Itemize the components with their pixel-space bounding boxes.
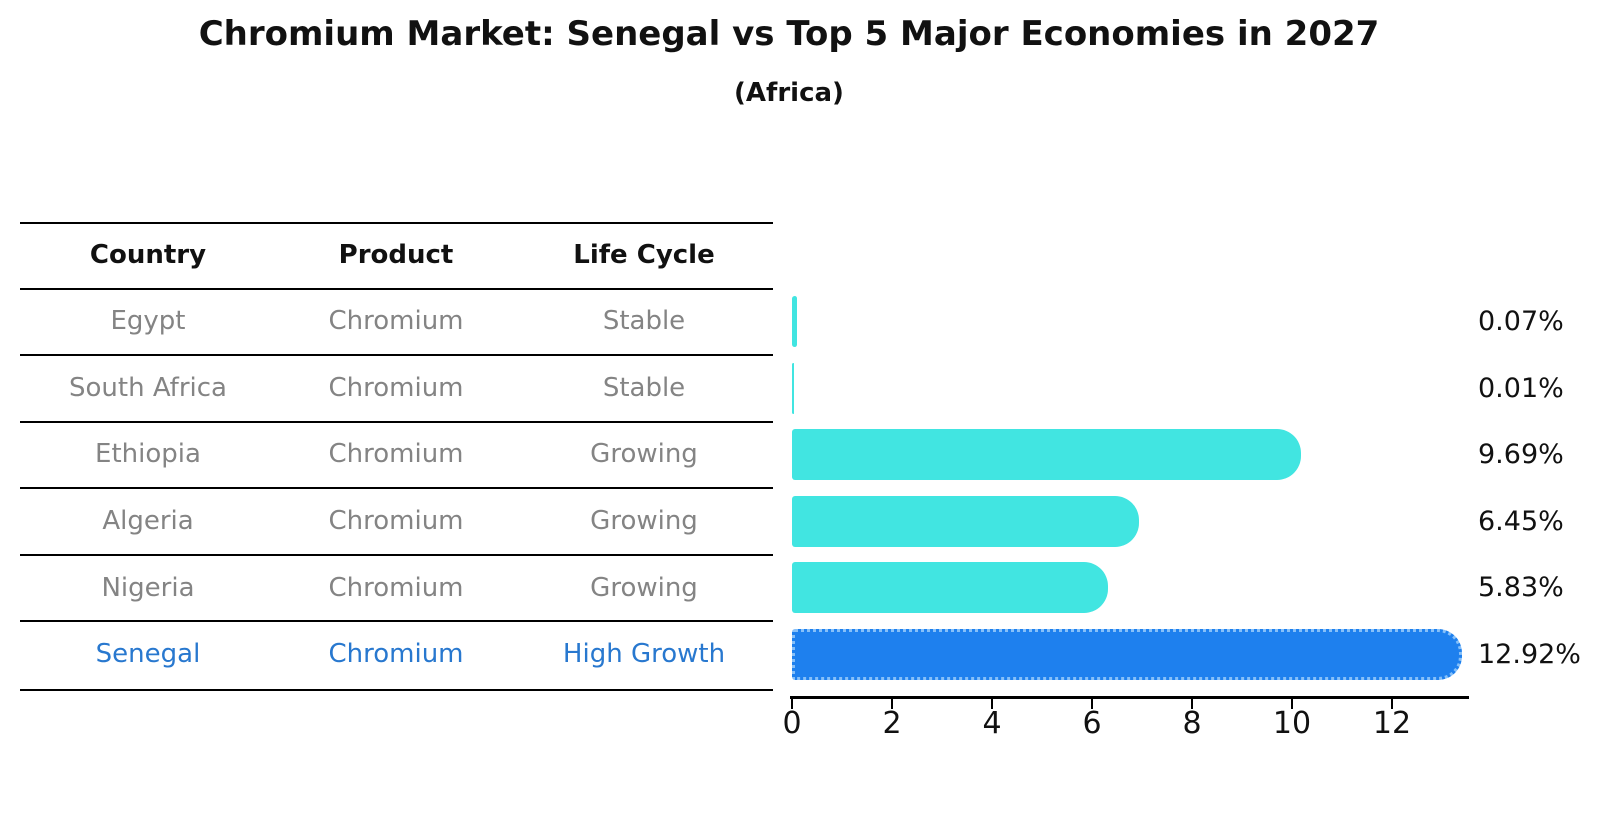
table-cell-product: Chromium	[328, 306, 464, 336]
table-row: Nigeria Chromium Growing	[20, 555, 772, 621]
table-cell-country: South Africa	[69, 373, 227, 403]
x-axis-tick-label: 12	[1372, 706, 1412, 741]
bar-value-label: 12.92%	[1478, 639, 1581, 670]
bar-value-label: 9.69%	[1478, 439, 1564, 470]
bar-value-label: 0.07%	[1478, 306, 1564, 337]
table-rule-line	[20, 421, 773, 423]
chart-title: Chromium Market: Senegal vs Top 5 Major …	[198, 14, 1380, 54]
bar-value-label: 6.45%	[1478, 506, 1564, 537]
table-cell-product: Chromium	[328, 439, 464, 469]
table-row: Egypt Chromium Stable	[20, 288, 772, 354]
table-row: Algeria Chromium Growing	[20, 488, 772, 554]
table-cell-country: Ethiopia	[95, 439, 201, 469]
x-axis-tick	[1391, 699, 1393, 709]
table-cell-country: Senegal	[95, 639, 201, 669]
table-cell-product: Chromium	[328, 639, 464, 669]
x-axis-tick-label: 2	[882, 706, 902, 741]
table-cell-life_cycle: Growing	[590, 439, 698, 469]
x-axis-tick-label: 6	[1082, 706, 1102, 741]
x-axis-tick	[791, 699, 793, 709]
table-header-cell: Country	[89, 240, 207, 270]
table-cell-country: Algeria	[102, 506, 194, 536]
table-rule-line	[20, 554, 773, 556]
table-cell-product: Chromium	[328, 373, 464, 403]
bar-ethiopia	[792, 429, 1301, 480]
table-row: Ethiopia Chromium Growing	[20, 421, 772, 487]
table-cell-life_cycle: Stable	[602, 373, 686, 403]
table-row: South Africa Chromium Stable	[20, 355, 772, 421]
x-axis-tick-label: 8	[1182, 706, 1202, 741]
table-cell-life_cycle: Growing	[590, 573, 698, 603]
table-cell-country: Nigeria	[101, 573, 195, 603]
table-cell-life_cycle: High Growth	[562, 639, 726, 669]
x-axis-tick	[1091, 699, 1093, 709]
table-row: Senegal Chromium High Growth	[20, 621, 772, 687]
table-rule-line	[20, 620, 773, 622]
table-cell-country: Egypt	[110, 306, 186, 336]
table-header-cell: Product	[338, 240, 454, 270]
x-axis-tick	[1291, 699, 1293, 709]
table-rule-line	[20, 288, 773, 290]
x-axis-tick-label: 10	[1272, 706, 1312, 741]
table-cell-life_cycle: Stable	[602, 306, 686, 336]
table-header-cell: Life Cycle	[573, 240, 715, 270]
bar-senegal	[792, 629, 1462, 680]
table-cell-product: Chromium	[328, 573, 464, 603]
chart-subtitle: (Africa)	[734, 78, 844, 108]
table-rule-line	[20, 487, 773, 489]
table-rule-line	[20, 222, 773, 224]
x-axis-tick	[991, 699, 993, 709]
bar-nigeria	[792, 562, 1108, 613]
table-cell-product: Chromium	[328, 506, 464, 536]
table-rule-line	[20, 354, 773, 356]
bar-south-africa	[792, 363, 794, 414]
table-cell-life_cycle: Growing	[590, 506, 698, 536]
x-axis-line	[790, 696, 1469, 699]
x-axis-tick	[891, 699, 893, 709]
bar-egypt	[792, 296, 798, 347]
bar-value-label: 0.01%	[1478, 373, 1564, 404]
bar-value-label: 5.83%	[1478, 572, 1564, 603]
table-rule-line	[20, 689, 773, 691]
table-header-row: Country Product Life Cycle	[20, 222, 772, 288]
x-axis-tick	[1191, 699, 1193, 709]
bar-algeria	[792, 496, 1139, 547]
x-axis-tick-label: 4	[982, 706, 1002, 741]
x-axis-tick-label: 0	[782, 706, 802, 741]
